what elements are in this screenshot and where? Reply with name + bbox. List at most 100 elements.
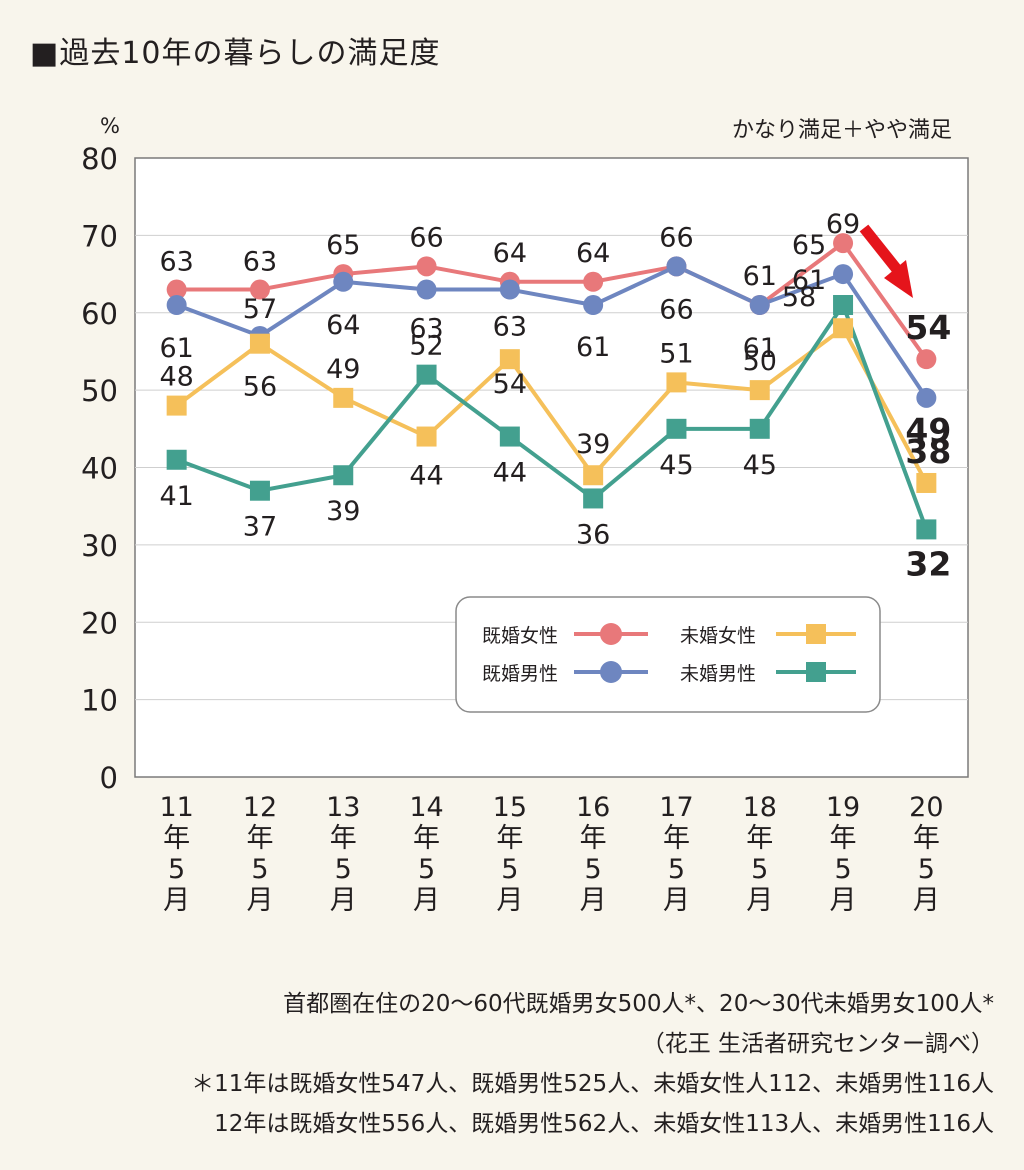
x-tick-label: 15 年 5 月: [493, 792, 527, 916]
arrow-head: [884, 260, 913, 298]
marker-series-2: [166, 295, 187, 316]
marker-series-4: [749, 418, 770, 439]
y-tick-label: 70: [81, 219, 118, 253]
data-label: 65: [326, 230, 360, 261]
data-label: 54: [493, 369, 527, 400]
data-label: 64: [576, 238, 610, 269]
marker-series-4: [833, 295, 854, 316]
data-label: 51: [659, 338, 693, 369]
y-axis-unit-label: %: [100, 114, 120, 138]
marker-series-2: [416, 279, 437, 300]
data-label: 66: [659, 294, 693, 325]
marker-series-2: [749, 295, 770, 316]
legend-label-4: 未婚男性: [680, 663, 756, 685]
marker-series-3: [333, 387, 354, 408]
x-tick-label: 14 年 5 月: [409, 792, 443, 916]
marker-series-2: [833, 264, 854, 285]
legend-box: [455, 596, 881, 713]
series-markers: [166, 233, 937, 540]
marker-series-2: [333, 271, 354, 292]
marker-series-4: [916, 519, 937, 540]
data-label: 63: [409, 314, 443, 345]
marker-series-2: [499, 279, 520, 300]
marker-series-4: [583, 488, 604, 509]
legend-label-3: 未婚女性: [680, 625, 756, 647]
data-label: 36: [576, 519, 610, 550]
footnote-sample: 首都圏在住の20～60代既婚男女500人*、20～30代未婚男女100人*: [283, 991, 994, 1017]
x-tick-label: 12 年 5 月: [243, 792, 277, 916]
legend-marker-1: [600, 623, 622, 645]
data-label: 66: [659, 222, 693, 253]
series-line-4: [175, 303, 929, 531]
data-label: 64: [493, 238, 527, 269]
marker-series-2: [916, 387, 937, 408]
footnotes: 首都圏在住の20～60代既婚男女500人*、20～30代未婚男女100人* （花…: [191, 984, 994, 1144]
series-lines: [175, 241, 929, 531]
x-tick-label: 18 年 5 月: [743, 792, 777, 916]
chart-title: ■過去10年の暮らしの満足度: [30, 36, 441, 71]
data-label: 61: [792, 265, 826, 296]
data-label: 52: [409, 331, 443, 362]
data-label: 44: [409, 461, 443, 492]
line-chart: 0 10 20 30 40 50 60 70 80 11 年 5 月 12 年 5 月 13 年 5 月 14 年 5 月 15…: [81, 142, 969, 916]
y-tick-label: 30: [81, 529, 118, 563]
marker-series-1: [416, 256, 437, 277]
data-label: 63: [243, 247, 277, 278]
y-tick-label: 0: [100, 761, 118, 795]
marker-series-1: [583, 271, 604, 292]
x-tick-label: 13 年 5 月: [326, 792, 360, 916]
data-label: 57: [243, 294, 277, 325]
x-tick-label: 17 年 5 月: [659, 792, 693, 916]
marker-series-4: [416, 364, 437, 385]
data-label: 54: [905, 308, 951, 347]
data-label: 69: [826, 209, 860, 240]
marker-series-2: [583, 295, 604, 316]
y-tick-label: 40: [81, 452, 118, 486]
marker-series-3: [249, 333, 270, 354]
data-label: 32: [905, 544, 951, 583]
marker-series-3: [166, 395, 187, 416]
data-label: 49: [326, 354, 360, 385]
measure-label: かなり満足＋やや満足: [731, 118, 952, 143]
data-label: 50: [743, 346, 777, 377]
marker-series-3: [583, 465, 604, 486]
trend-arrow-icon: [859, 224, 913, 298]
legend-label-2: 既婚男性: [482, 663, 558, 685]
marker-series-1: [166, 279, 187, 300]
data-label: 49: [905, 411, 951, 450]
marker-series-4: [249, 480, 270, 501]
y-axis-ticks: 0 10 20 30 40 50 60 70 80: [81, 142, 118, 795]
data-label: 66: [409, 222, 443, 253]
marker-series-4: [333, 465, 354, 486]
marker-series-3: [749, 380, 770, 401]
x-axis-ticks: 11 年 5 月 12 年 5 月 13 年 5 月 14 年 5 月 15 年 5 月 16 年 5 月 17 年 5 月 18 年 5 月…: [159, 792, 943, 916]
marker-series-4: [499, 426, 520, 447]
x-tick-label: 16 年 5 月: [576, 792, 610, 916]
footnote-2011-sample: ＊11年は既婚女性547人、既婚男性525人、未婚女性人112、未婚男性116人: [191, 1071, 994, 1097]
data-label: 61: [576, 332, 610, 363]
data-label: 41: [159, 481, 193, 512]
marker-series-4: [666, 418, 687, 439]
x-tick-label: 11 年 5 月: [159, 792, 193, 916]
x-tick-label: 19 年 5 月: [826, 792, 860, 916]
footnote-source: （花王 生活者研究センター調べ）: [641, 1031, 994, 1057]
marker-series-3: [666, 372, 687, 393]
y-tick-label: 60: [81, 297, 118, 331]
series-line-3: [175, 326, 929, 484]
data-label: 61: [743, 333, 777, 364]
data-label: 61: [743, 261, 777, 292]
arrow-shaft: [859, 224, 904, 276]
marker-series-3: [416, 426, 437, 447]
legend-label-1: 既婚女性: [482, 625, 558, 647]
marker-series-4: [166, 449, 187, 470]
data-label: 37: [243, 512, 277, 543]
data-label: 63: [493, 312, 527, 343]
marker-series-1: [249, 279, 270, 300]
data-label: 58: [782, 282, 816, 313]
data-label: 39: [576, 429, 610, 460]
data-label: 48: [159, 362, 193, 393]
legend-marker-3: [806, 624, 826, 644]
data-label: 64: [326, 310, 360, 341]
